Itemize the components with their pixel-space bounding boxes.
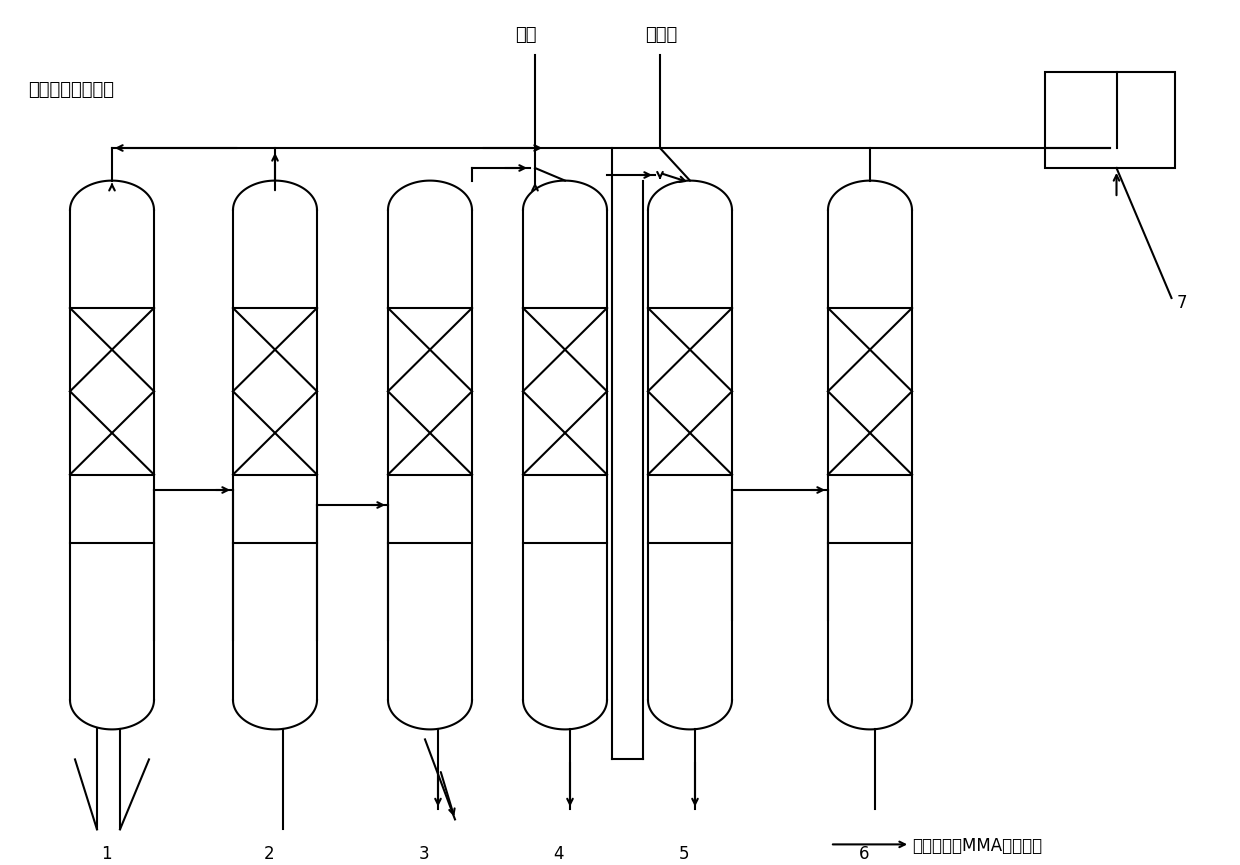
- Text: 3: 3: [419, 845, 429, 863]
- Text: 7: 7: [1177, 294, 1187, 312]
- Text: 氢气: 氢气: [515, 26, 537, 44]
- Text: 1: 1: [100, 845, 112, 863]
- Text: 酯酸甲酯、甲醛源: 酯酸甲酯、甲醛源: [29, 81, 114, 99]
- Text: 5: 5: [678, 845, 689, 863]
- Text: 2: 2: [264, 845, 274, 863]
- Text: 甲醛源: 甲醛源: [645, 26, 677, 44]
- Text: 6: 6: [859, 845, 869, 863]
- Text: 不含甲醇的MMA粗产品液: 不含甲醇的MMA粗产品液: [911, 837, 1042, 855]
- Bar: [1045, 72, 1176, 168]
- Text: 4: 4: [554, 845, 564, 863]
